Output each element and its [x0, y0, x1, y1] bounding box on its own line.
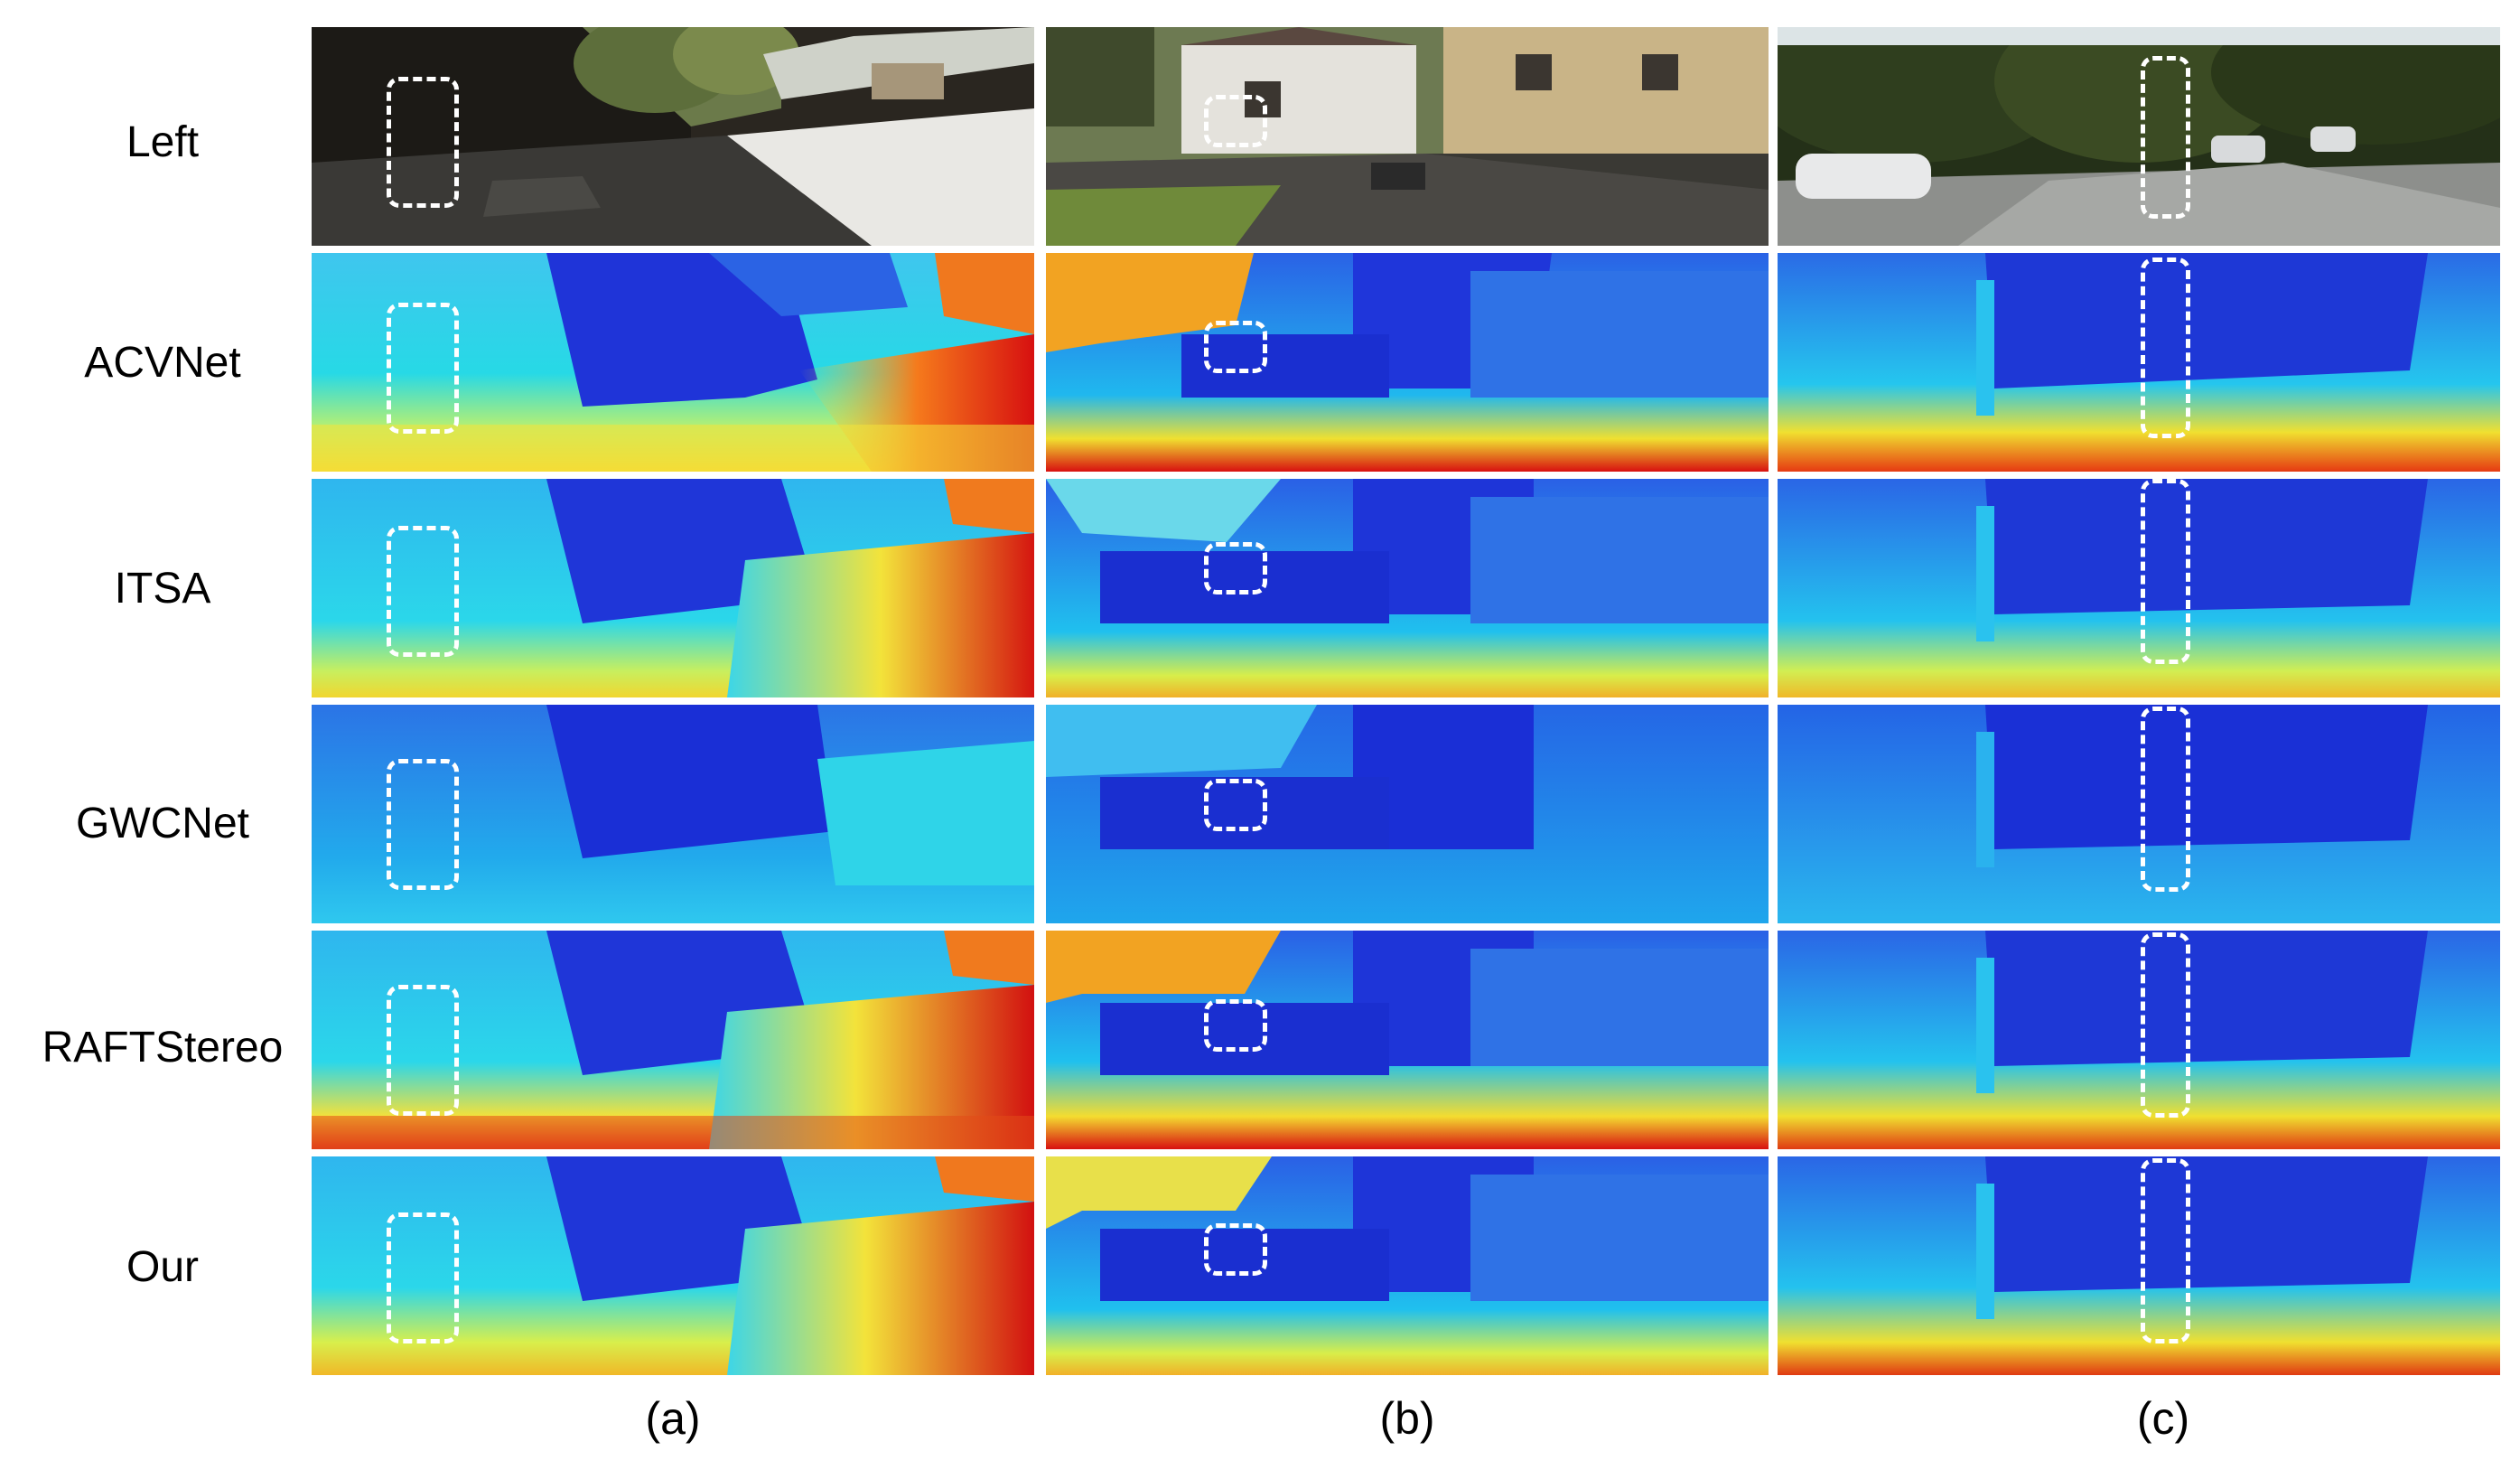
row-label-acvnet: ACVNet [84, 339, 241, 387]
raftstereo-disparity-c [1778, 931, 2500, 1149]
gwcnet-disparity-b [1046, 705, 1769, 923]
highlight-box [1204, 321, 1267, 373]
row-label-gwcnet: GWCNet [76, 800, 249, 847]
highlight-box [1204, 542, 1267, 594]
highlight-box [387, 985, 459, 1116]
left-image-c [1778, 27, 2500, 246]
highlight-box [2141, 257, 2190, 438]
row-label-raftstereo: RAFTStereo [42, 1024, 284, 1072]
raftstereo-disparity-b [1046, 931, 1769, 1149]
highlight-box [387, 759, 459, 890]
column-label-c: (c) [2136, 1393, 2190, 1444]
row-label-left: Left [126, 118, 200, 166]
acvnet-disparity-b [1046, 253, 1769, 472]
our-disparity-c [1778, 1156, 2500, 1375]
highlight-box [2141, 707, 2190, 892]
highlight-box [2141, 932, 2190, 1118]
highlight-box [1204, 1223, 1267, 1276]
column-label-a: (a) [645, 1393, 701, 1444]
itsa-disparity-c [1778, 479, 2500, 697]
highlight-box [1204, 779, 1267, 831]
gwcnet-disparity-c [1778, 705, 2500, 923]
our-disparity-b [1046, 1156, 1769, 1375]
left-image-a [312, 27, 1034, 246]
highlight-box [387, 1212, 459, 1343]
highlight-box [387, 526, 459, 657]
row-label-itsa: ITSA [114, 565, 211, 613]
acvnet-disparity-a [312, 253, 1034, 472]
row-label-our: Our [126, 1243, 199, 1291]
itsa-disparity-b [1046, 479, 1769, 697]
highlight-box [1204, 95, 1267, 147]
highlight-box [1204, 999, 1267, 1052]
left-image-b [1046, 27, 1769, 246]
our-disparity-a [312, 1156, 1034, 1375]
highlight-box [2141, 56, 2190, 219]
highlight-box [2141, 479, 2190, 664]
itsa-disparity-a [312, 479, 1034, 697]
highlight-box [387, 303, 459, 434]
column-label-b: (b) [1379, 1393, 1435, 1444]
highlight-box [2141, 1158, 2190, 1343]
acvnet-disparity-c [1778, 253, 2500, 472]
highlight-box [387, 77, 459, 208]
